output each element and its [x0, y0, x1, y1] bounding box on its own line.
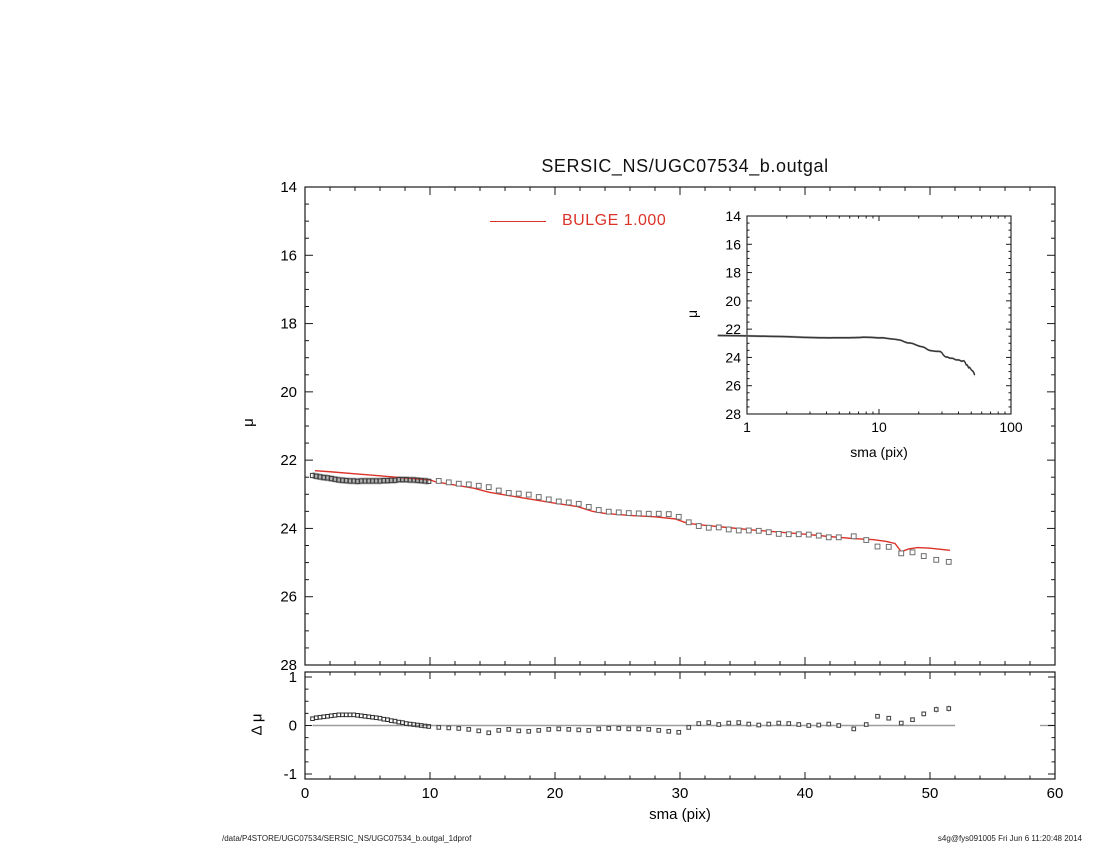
- inset-x-tick-label: 100: [999, 419, 1023, 435]
- plot-title: SERSIC_NS/UGC07534_b.outgal: [541, 156, 829, 176]
- bottom-x-tick-label: 20: [547, 785, 564, 802]
- main-panel: 14 16 18 20 22 24 26 28: [280, 179, 1056, 674]
- inset-y-tick-label: 26: [725, 378, 741, 394]
- inset-profile-line: [717, 334, 976, 376]
- legend-line-sample: [490, 221, 546, 222]
- inset-y-tick-label: 20: [725, 293, 741, 309]
- residual-dense: [310, 712, 432, 729]
- residual-points: [436, 705, 952, 736]
- bottom-x-tick-label: 60: [1047, 785, 1064, 802]
- bottom-x-tick-label: 40: [797, 785, 814, 802]
- bottom-x-tick-label: 0: [301, 785, 309, 802]
- main-y-tick-label: 14: [280, 179, 297, 196]
- bulge-model-line: [314, 470, 951, 553]
- inset-x-axis-label: sma (pix): [850, 444, 908, 460]
- main-y-tick-label: 26: [280, 589, 297, 606]
- inset-y-tick-label: 14: [725, 208, 741, 224]
- inset-y-tick-label: 18: [725, 265, 741, 281]
- inset-y-tick-label: 16: [725, 236, 741, 252]
- bottom-x-tick-label: 10: [422, 785, 439, 802]
- bottom-x-axis-label: sma (pix): [649, 806, 711, 823]
- inset-y-tick-label: 24: [725, 349, 741, 365]
- main-data-points: [435, 478, 952, 565]
- inset-y-tick-label: 28: [725, 406, 741, 422]
- inset-error-band: [717, 334, 975, 378]
- residual-y-tick-label: 0: [289, 718, 297, 735]
- main-y-tick-label: 16: [280, 247, 297, 264]
- inset-panel: 14 16 18 20 22 24 26 281 10 100: [717, 208, 1023, 435]
- main-y-tick-label: 28: [280, 657, 297, 674]
- inset-y-tick-label: 22: [725, 321, 741, 337]
- inset-x-tick-label: 10: [871, 419, 887, 435]
- legend-label: BULGE 1.000: [562, 212, 667, 229]
- bottom-x-tick-label: 50: [922, 785, 939, 802]
- residual-y-tick-label: 1: [289, 669, 297, 686]
- main-y-tick-label: 22: [280, 452, 297, 469]
- footer-file-path: /data/P4STORE/UGC07534/SERSIC_NS/UGC0753…: [222, 834, 472, 843]
- main-y-axis-label: μ: [239, 418, 257, 427]
- main-y-tick-label: 18: [280, 316, 297, 333]
- main-data-dense: [309, 472, 432, 484]
- residual-y-tick-label: -1: [284, 766, 297, 783]
- inset-y-axis-label: μ: [684, 309, 701, 319]
- footer-user-timestamp: s4g@fys091005 Fri Jun 6 11:20:48 2014: [937, 834, 1082, 843]
- main-y-tick-label: 24: [280, 520, 297, 537]
- main-y-tick-label: 20: [280, 384, 297, 401]
- inset-x-tick-label: 1: [743, 419, 751, 435]
- bottom-x-tick-label: 30: [672, 785, 689, 802]
- residual-y-axis-label: Δ μ: [248, 713, 266, 736]
